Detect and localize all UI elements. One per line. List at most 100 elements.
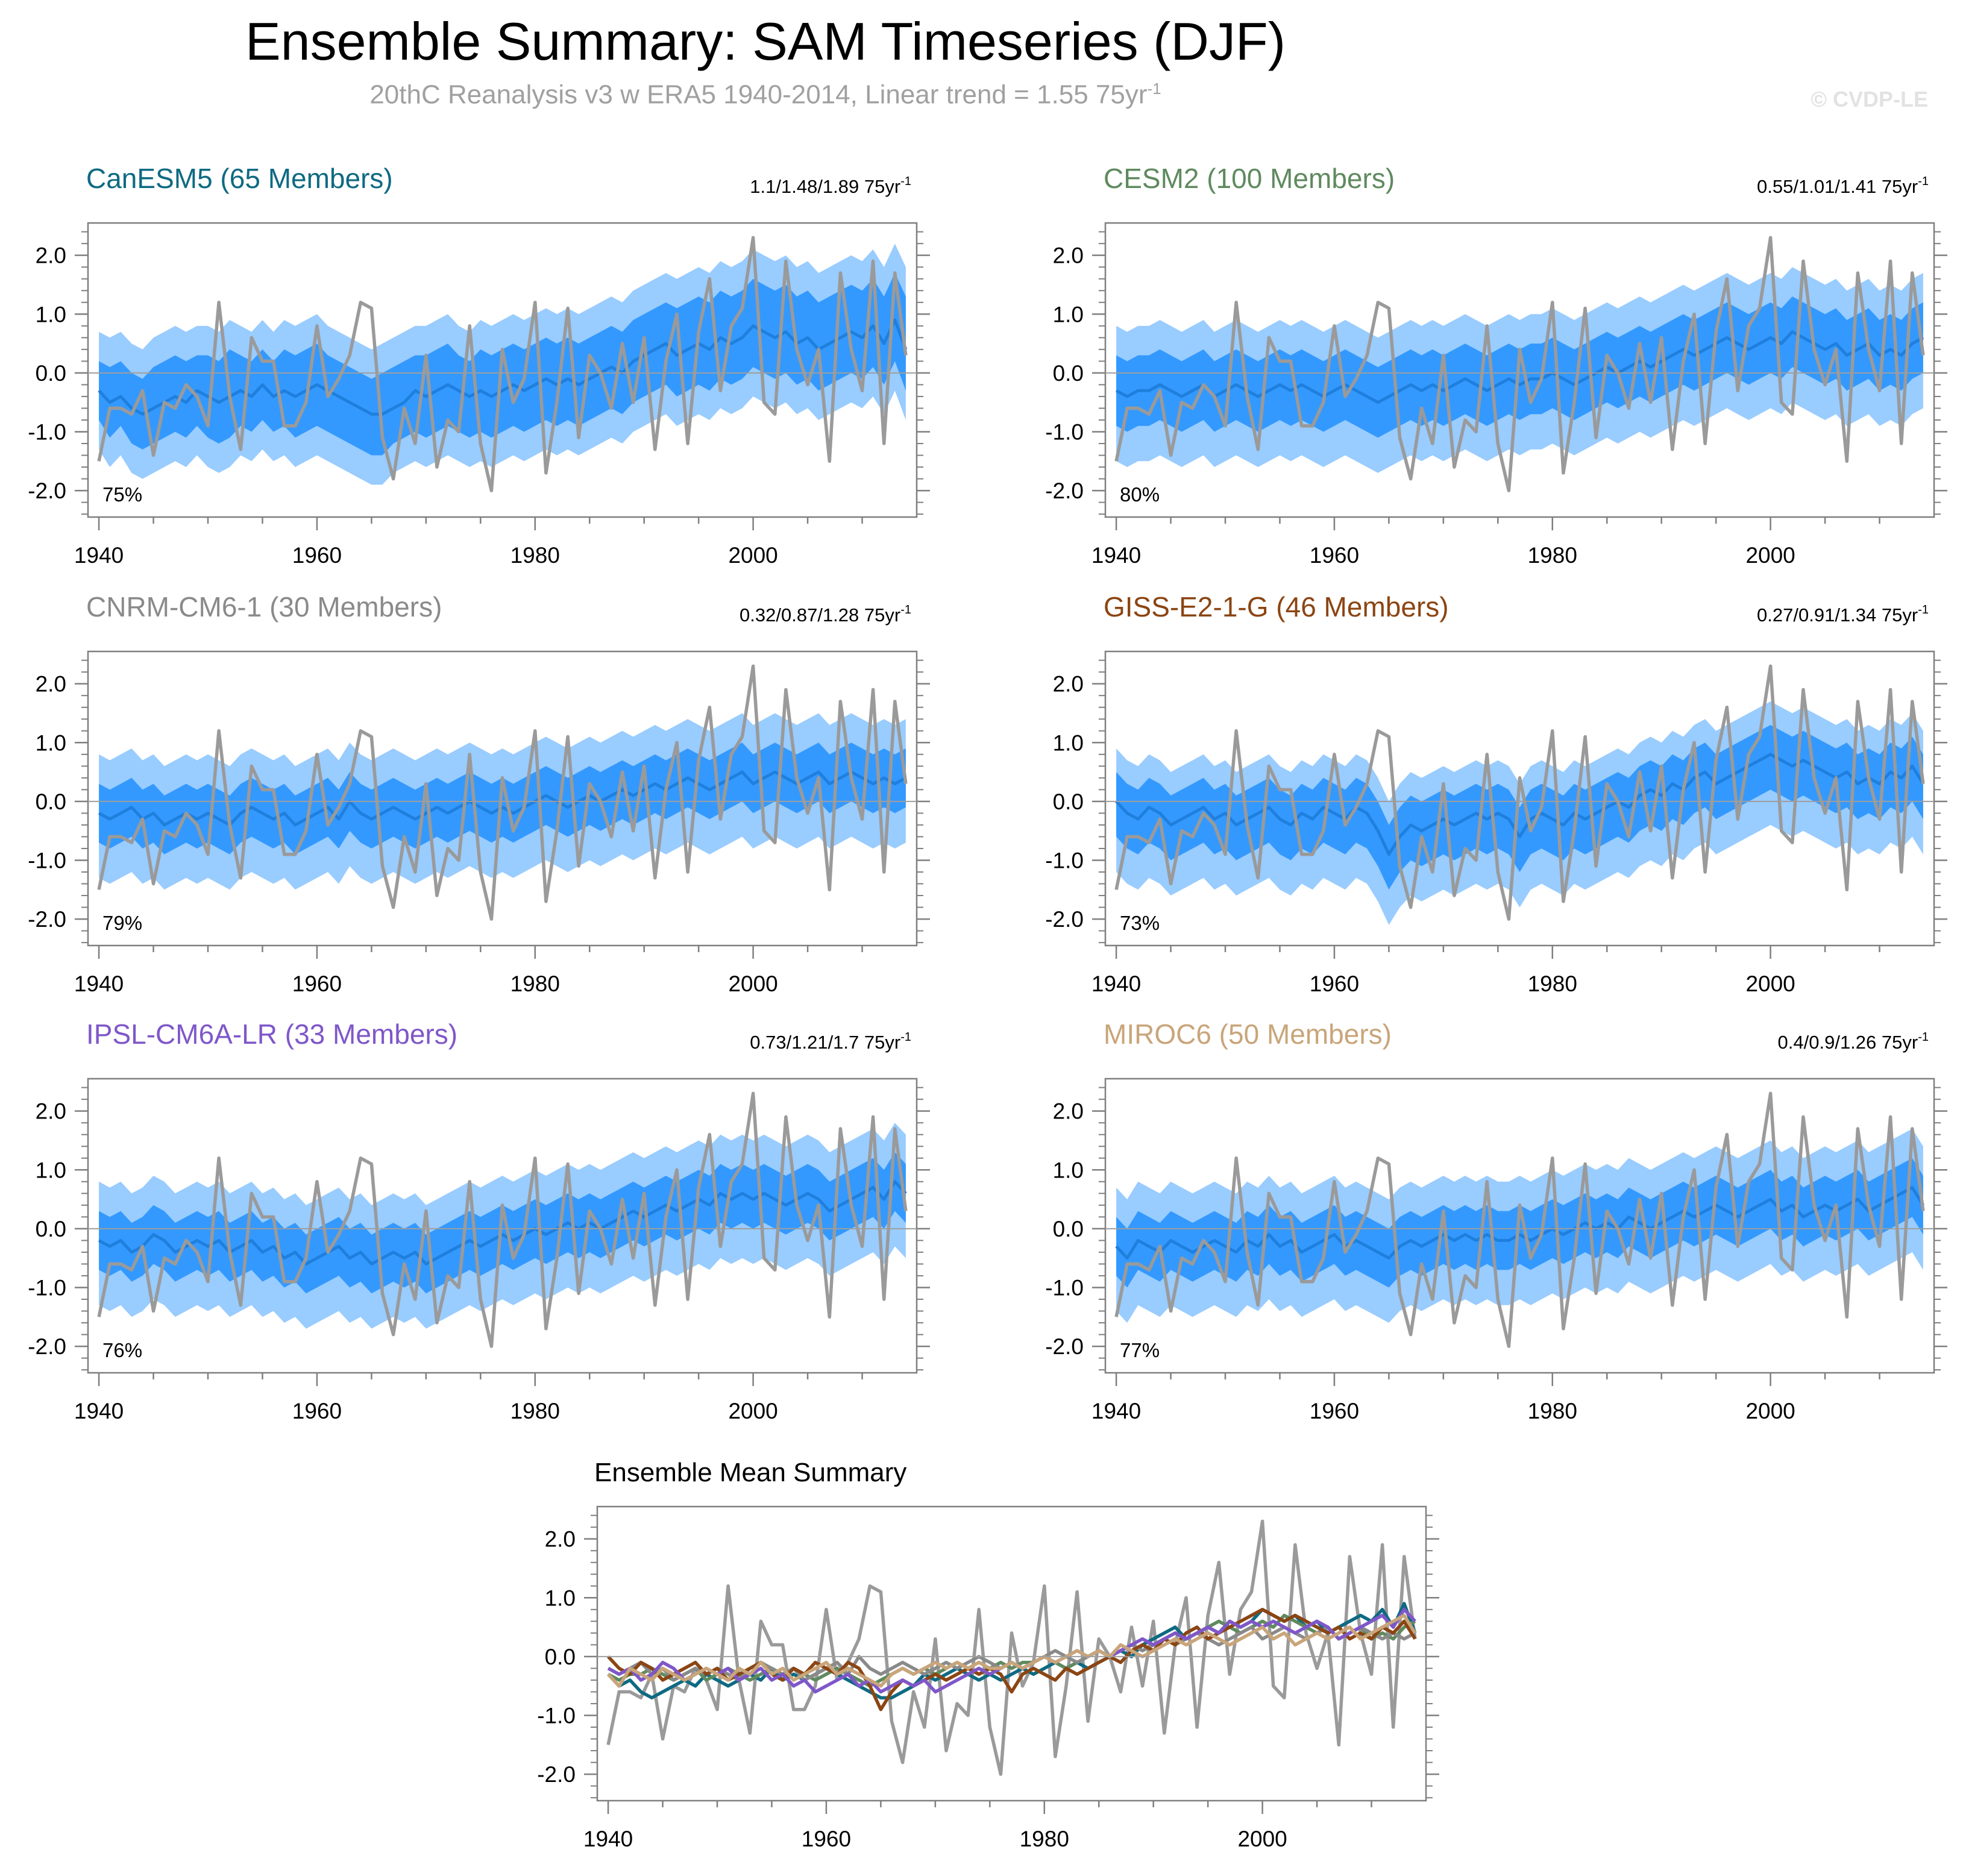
y-tick-label: -2.0 (28, 907, 66, 932)
x-tick-label: 1940 (74, 1399, 124, 1423)
y-tick-label: 0.0 (1053, 361, 1084, 386)
y-tick-label: 1.0 (1053, 302, 1084, 327)
x-tick-label: 1980 (510, 971, 560, 996)
y-tick-label: -1.0 (1045, 419, 1084, 444)
panel-title: MIROC6 (50 Members) (1104, 1018, 1392, 1050)
chart-panel-7: -2.0 -1.0 0.0 1.0 2.0 1940 1960 1980 2000 Ensembl… (537, 1458, 1439, 1851)
y-tick-label: 1.0 (545, 1586, 576, 1610)
y-tick-label: -2.0 (537, 1762, 576, 1787)
y-tick-label: 1.0 (1053, 730, 1084, 755)
x-tick-label: 1960 (1310, 543, 1359, 568)
x-tick-label: 1960 (1310, 971, 1359, 996)
panel-title: IPSL-CM6A-LR (33 Members) (86, 1018, 457, 1050)
chart-panel-5: -2.0 -1.0 0.0 1.0 2.0 1940 1960 1980 2000 IPSL-CM… (28, 1018, 930, 1423)
subtitle-text: 20thC Reanalysis v3 w ERA5 1940-2014, Li… (369, 80, 1148, 110)
trend-text: 0.27/0.91/1.34 75yr (1757, 604, 1918, 626)
x-tick-label: 1940 (1091, 971, 1141, 996)
chart-panel-4: -2.0 -1.0 0.0 1.0 2.0 1940 1960 1980 2000 GISS-E2… (1045, 591, 1947, 996)
x-tick-label: 1940 (74, 543, 124, 568)
x-tick-label: 2000 (1745, 971, 1795, 996)
plot-frame (87, 1078, 918, 1374)
observation-line (97, 664, 908, 921)
y-tick-label: 2.0 (36, 243, 66, 268)
y-tick-label: 2.0 (36, 1099, 66, 1124)
trend-label: 0.27/0.91/1.34 75yr-1 (1757, 603, 1929, 626)
trend-label: 0.55/1.01/1.41 75yr-1 (1757, 175, 1929, 197)
y-tick-label: -1.0 (1045, 848, 1084, 873)
trend-superscript: -1 (900, 603, 911, 616)
observation-line (1114, 1091, 1925, 1348)
y-tick-label: 2.0 (36, 672, 66, 697)
x-tick-label: 1940 (74, 971, 124, 996)
y-tick-label: -1.0 (28, 1275, 66, 1300)
trend-text: 0.73/1.21/1.7 75yr (750, 1032, 900, 1053)
plot-frame (1104, 1078, 1935, 1374)
observation-line (1114, 236, 1925, 492)
x-tick-label: 1940 (1091, 543, 1141, 568)
trend-superscript: -1 (900, 175, 911, 188)
x-tick-label: 2000 (728, 971, 777, 996)
x-tick-label: 2000 (728, 543, 777, 568)
trend-superscript: -1 (900, 1031, 911, 1044)
x-tick-label: 1940 (583, 1827, 633, 1851)
observation-line (606, 1519, 1417, 1776)
trend-label: 0.32/0.87/1.28 75yr-1 (740, 603, 911, 626)
y-tick-label: 2.0 (1053, 243, 1084, 268)
y-tick-label: -2.0 (1045, 1334, 1084, 1359)
x-tick-label: 1960 (1310, 1399, 1359, 1423)
observation-line (97, 236, 908, 492)
ensemble-mean-line (98, 318, 908, 416)
x-tick-label: 1980 (1528, 971, 1577, 996)
panel-title: Ensemble Mean Summary (594, 1458, 906, 1487)
y-tick-label: 0.0 (36, 1217, 66, 1241)
trend-label: 0.73/1.21/1.7 75yr-1 (750, 1031, 911, 1053)
panel-title: CNRM-CM6-1 (30 Members) (86, 591, 442, 623)
observation-line (1114, 664, 1925, 921)
chart-panel-1: -2.0 -1.0 0.0 1.0 2.0 1940 1960 1980 2000 CanESM5… (28, 163, 930, 568)
percent-label: 75% (102, 483, 142, 506)
y-tick-label: -1.0 (28, 848, 66, 873)
y-tick-label: -2.0 (28, 478, 66, 503)
ensemble-mean-line (1115, 330, 1924, 404)
chart-panel-3: -2.0 -1.0 0.0 1.0 2.0 1940 1960 1980 2000 CNRM-CM… (28, 591, 930, 996)
ensemble-mean-line (98, 1180, 907, 1266)
ensemble-mean-line (1115, 753, 1925, 856)
series-line-giss-e2-1-g (607, 1608, 1417, 1711)
panel-title: GISS-E2-1-G (46 Members) (1104, 591, 1449, 623)
panel-title: CESM2 (100 Members) (1104, 163, 1395, 194)
x-tick-label: 1980 (1528, 543, 1577, 568)
x-tick-label: 2000 (1237, 1827, 1287, 1851)
y-tick-label: -2.0 (1045, 478, 1084, 503)
x-tick-label: 1960 (802, 1827, 851, 1851)
plot-frame (1104, 222, 1935, 518)
watermark: © CVDP-LE (1811, 87, 1928, 111)
ensemble-mean-line (98, 770, 907, 827)
trend-text: 0.4/0.9/1.26 75yr (1778, 1032, 1918, 1053)
y-tick-label: -2.0 (1045, 907, 1084, 932)
subtitle-superscript: -1 (1147, 80, 1161, 98)
panel-title: CanESM5 (65 Members) (86, 163, 393, 194)
x-tick-label: 1980 (510, 543, 560, 568)
plot-frame (596, 1505, 1427, 1802)
percent-label: 80% (1120, 483, 1160, 506)
plot-frame (87, 650, 918, 947)
y-tick-label: 2.0 (1053, 1099, 1084, 1124)
y-tick-label: -1.0 (537, 1703, 576, 1728)
y-tick-label: -2.0 (28, 1334, 66, 1359)
y-tick-label: 1.0 (1053, 1158, 1084, 1182)
y-tick-label: 1.0 (36, 730, 66, 755)
plot-frame (1104, 650, 1935, 947)
x-tick-label: 2000 (1745, 1399, 1795, 1423)
inner-range-band (1116, 725, 1923, 890)
observation-line (97, 1091, 908, 1348)
y-tick-label: 2.0 (1053, 672, 1084, 697)
y-tick-label: 0.0 (545, 1645, 576, 1669)
percent-label: 79% (102, 912, 142, 934)
chart-panel-6: -2.0 -1.0 0.0 1.0 2.0 1940 1960 1980 2000 MIROC6 … (1045, 1018, 1947, 1423)
plot-frame (87, 222, 918, 518)
x-tick-label: 1960 (292, 1399, 342, 1423)
y-tick-label: -1.0 (1045, 1275, 1084, 1300)
trend-text: 0.55/1.01/1.41 75yr (1757, 176, 1918, 197)
y-tick-label: -1.0 (28, 419, 66, 444)
